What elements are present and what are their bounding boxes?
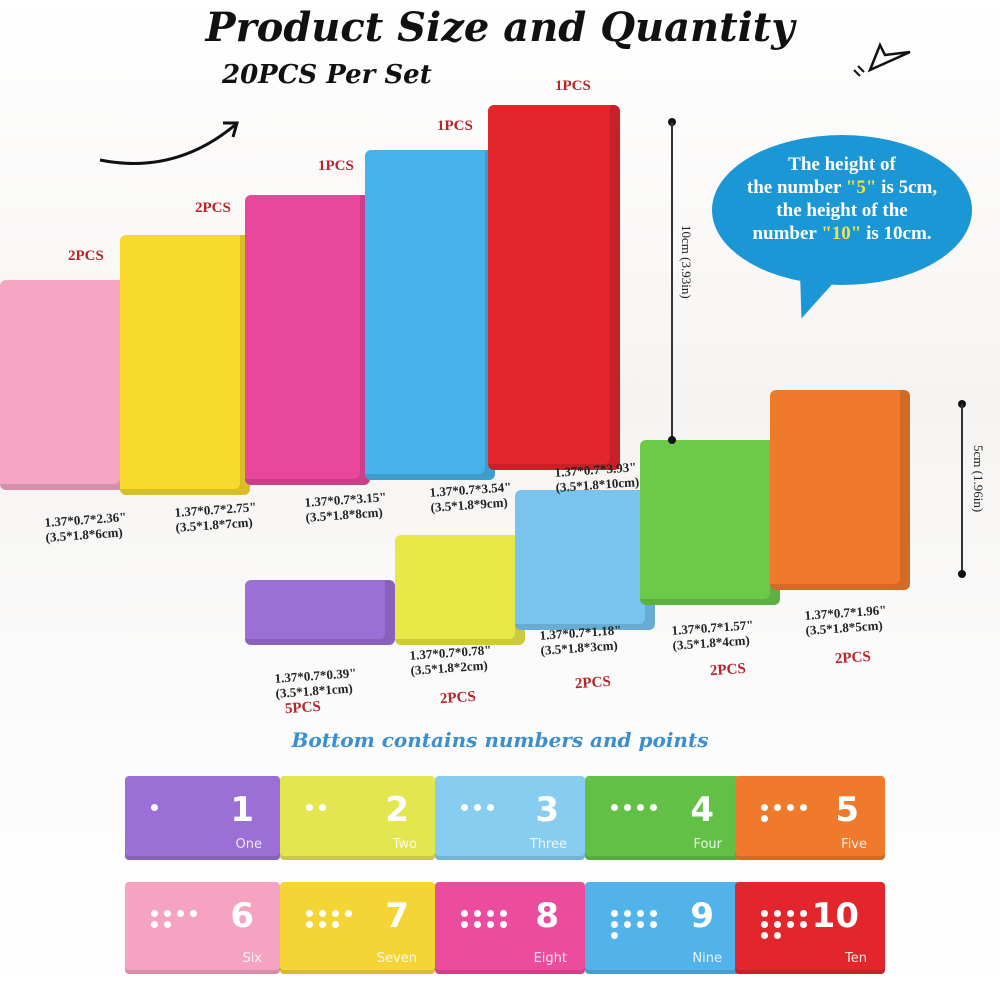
bottom-tile-7: 7 Seven	[280, 882, 435, 974]
number-block-5	[770, 390, 910, 590]
dots-icon	[611, 804, 659, 811]
bubble-line: The height of	[788, 154, 896, 175]
measure-dot	[958, 570, 966, 578]
tile-word: Two	[392, 837, 417, 852]
tile-number: 1	[230, 790, 254, 830]
dots-icon	[151, 910, 199, 928]
tile-word: Nine	[692, 951, 722, 966]
quantity-label: 2PCS	[834, 648, 872, 668]
dimension-label: 1.37*0.7*2.75" (3.5*1.8*7cm)	[174, 499, 258, 535]
tile-number: 8	[535, 896, 559, 936]
quantity-label: 1PCS	[437, 118, 473, 134]
info-bubble: The height of the number "5" is 5cm, the…	[712, 135, 972, 285]
tile-word: Six	[242, 951, 262, 966]
tile-word: Seven	[376, 951, 417, 966]
dots-icon	[761, 804, 809, 822]
dots-icon	[461, 910, 509, 928]
dimension-label: 1.37*0.7*0.39" (3.5*1.8*1cm)	[274, 665, 358, 701]
bottom-tile-4: 4 Four	[585, 776, 740, 860]
bubble-text: is 5cm,	[876, 177, 938, 198]
dots-icon	[761, 910, 809, 939]
bottom-tile-9: 9 Nine	[585, 882, 740, 974]
dots-icon	[611, 910, 659, 939]
tile-word: Ten	[845, 951, 867, 966]
number-block-6	[0, 280, 130, 490]
quantity-label: 1PCS	[555, 78, 591, 94]
tile-word: Four	[693, 837, 722, 852]
bottom-tile-8: 8 Eight	[435, 882, 585, 974]
bubble-text: is 10cm.	[861, 223, 932, 244]
tile-word: Eight	[533, 951, 567, 966]
tile-number: 7	[385, 896, 409, 936]
quantity-label: 2PCS	[709, 660, 747, 680]
dimension-label: 1.37*0.7*3.93" (3.5*1.8*10cm)	[554, 459, 640, 495]
quantity-label: 2PCS	[439, 688, 477, 708]
number-block-7	[120, 235, 250, 495]
number-block-4	[640, 440, 780, 605]
dimension-label: 1.37*0.7*1.18" (3.5*1.8*3cm)	[539, 622, 623, 658]
bubble-highlight: "10"	[821, 223, 862, 244]
tile-number: 10	[811, 896, 859, 936]
dimension-label: 1.37*0.7*1.57" (3.5*1.8*4cm)	[671, 617, 755, 653]
bottom-tile-1: 1 One	[125, 776, 280, 860]
tile-number: 3	[535, 790, 559, 830]
curved-arrow-icon	[99, 121, 239, 165]
tile-number: 4	[690, 790, 714, 830]
bottom-tile-6: 6 Six	[125, 882, 280, 974]
subtitle: 20PCS Per Set	[222, 60, 432, 90]
dots-icon	[461, 804, 509, 811]
bubble-line: number "10" is 10cm.	[712, 222, 972, 245]
page-title: Product Size and Quantity	[205, 4, 795, 51]
quantity-label: 2PCS	[195, 200, 231, 216]
bottom-caption: Bottom contains numbers and points	[291, 728, 709, 752]
quantity-label: 2PCS	[574, 673, 612, 693]
bubble-line: the number "5" is 5cm,	[712, 176, 972, 199]
dots-icon	[306, 910, 354, 928]
dots-icon	[151, 804, 199, 811]
bubble-line: the height of the	[776, 200, 908, 221]
measure-line-short	[961, 404, 963, 574]
quantity-label: 1PCS	[318, 158, 354, 174]
tile-number: 5	[835, 790, 859, 830]
measure-dot	[668, 436, 676, 444]
dots-icon	[306, 804, 354, 811]
number-block-10	[488, 105, 620, 470]
number-block-3	[515, 490, 655, 630]
tile-number: 2	[385, 790, 409, 830]
measure-tall-label: 10cm (3.93in)	[679, 225, 694, 299]
bottom-tile-3: 3 Three	[435, 776, 585, 860]
bottom-tile-10: 10 Ten	[735, 882, 885, 974]
dimension-label: 1.37*0.7*2.36" (3.5*1.8*6cm)	[44, 509, 128, 545]
bubble-text: the number	[746, 177, 846, 198]
number-block-9	[365, 150, 495, 480]
quantity-label: 2PCS	[68, 248, 104, 264]
quantity-label: 5PCS	[284, 698, 322, 718]
tile-word: Five	[841, 837, 867, 852]
dimension-label: 1.37*0.7*3.15" (3.5*1.8*8cm)	[304, 489, 388, 525]
dimension-label: 1.37*0.7*1.96" (3.5*1.8*5cm)	[804, 602, 888, 638]
tile-word: Three	[529, 837, 567, 852]
number-block-1	[245, 580, 395, 645]
bubble-highlight: "5"	[845, 177, 877, 198]
tile-number: 6	[230, 896, 254, 936]
measure-line-tall	[671, 122, 673, 440]
measure-short-label: 5cm (1.96in)	[971, 445, 986, 513]
bottom-tile-2: 2 Two	[280, 776, 435, 860]
tile-word: One	[235, 837, 262, 852]
bottom-tile-5: 5 Five	[735, 776, 885, 860]
tile-number: 9	[690, 896, 714, 936]
bubble-text: number	[752, 223, 822, 244]
dimension-label: 1.37*0.7*3.54" (3.5*1.8*9cm)	[429, 479, 513, 515]
number-block-8	[245, 195, 370, 485]
number-block-2	[395, 535, 525, 645]
paper-plane-icon	[853, 41, 911, 77]
dimension-label: 1.37*0.7*0.78" (3.5*1.8*2cm)	[409, 642, 493, 678]
